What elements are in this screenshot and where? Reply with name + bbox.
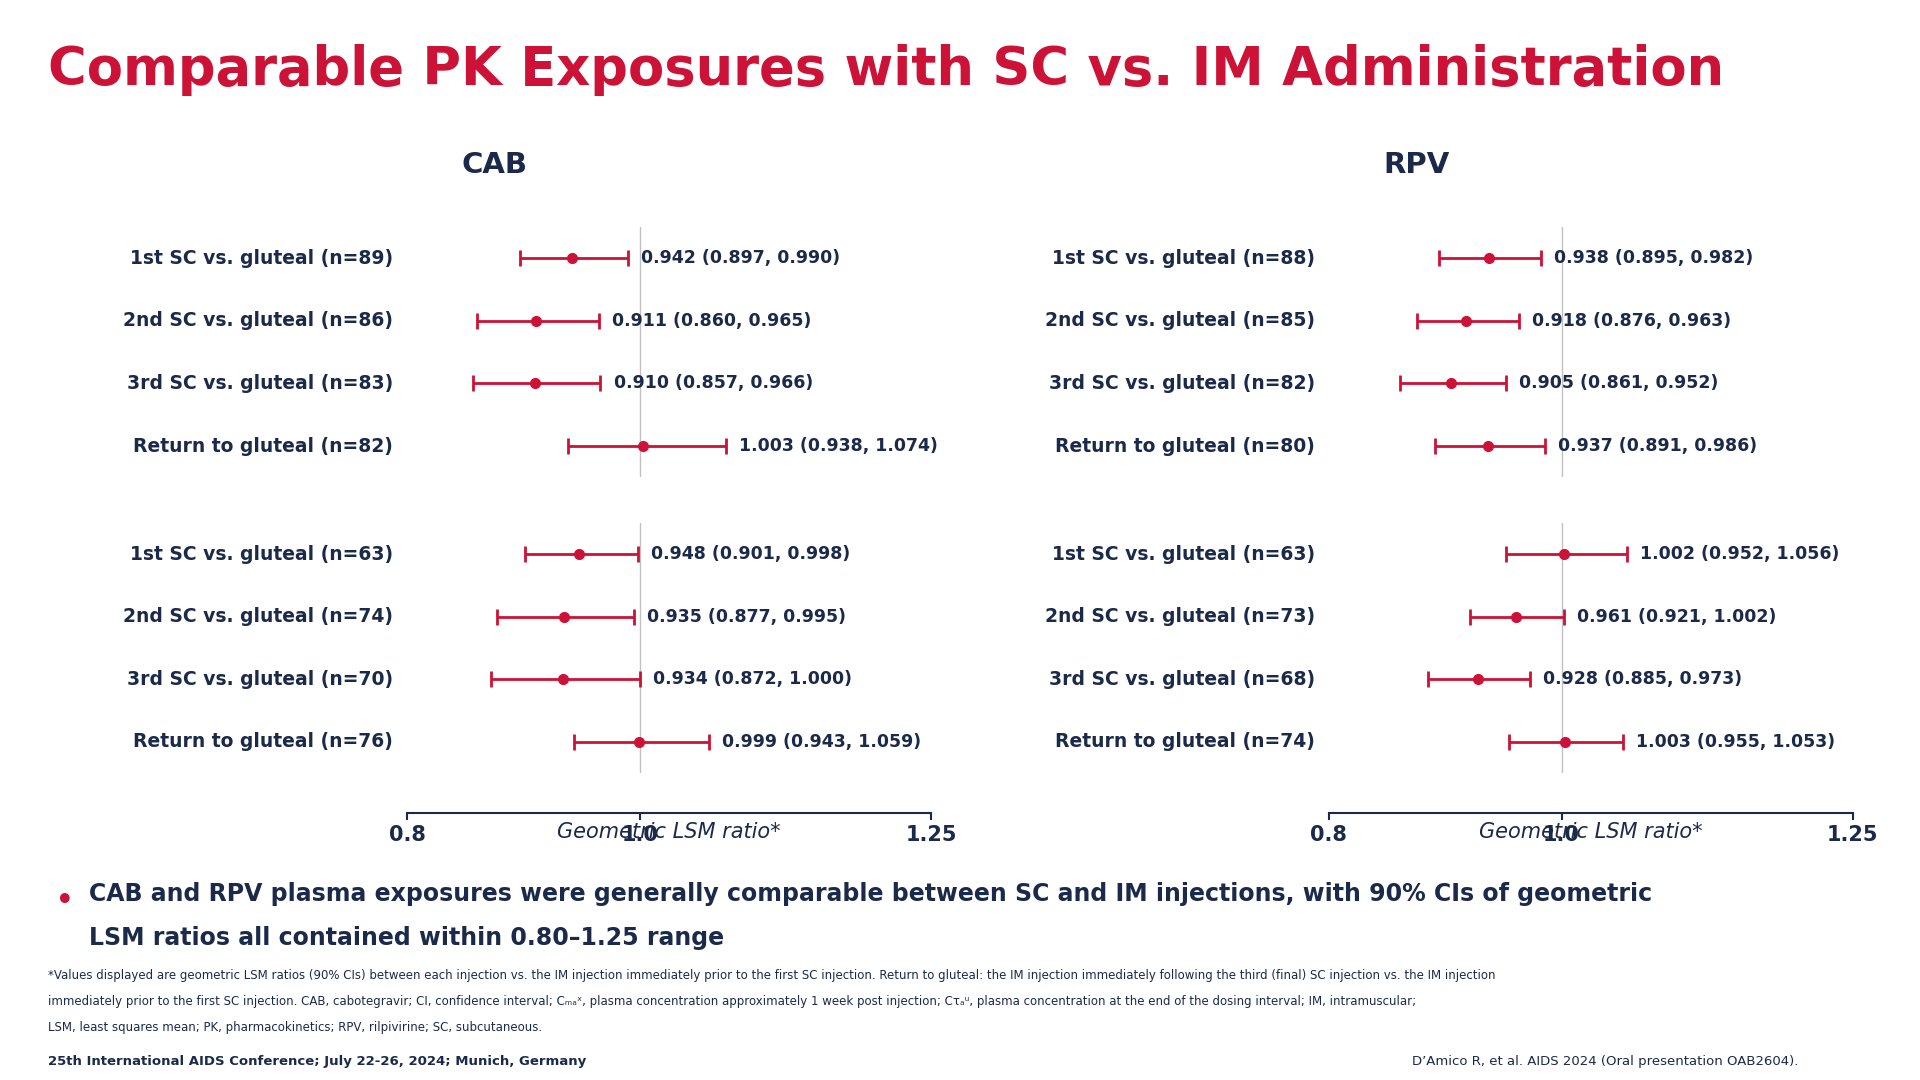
Text: 0.910 (0.857, 0.966): 0.910 (0.857, 0.966) — [614, 375, 812, 392]
Text: 2nd SC vs. gluteal (n=74): 2nd SC vs. gluteal (n=74) — [123, 607, 394, 626]
Text: 25th International AIDS Conference; July 22-26, 2024; Munich, Germany: 25th International AIDS Conference; July… — [48, 1055, 586, 1068]
Text: 1.003 (0.955, 1.053): 1.003 (0.955, 1.053) — [1636, 733, 1836, 751]
Text: 0.938 (0.895, 0.982): 0.938 (0.895, 0.982) — [1553, 249, 1753, 267]
Text: Return to gluteal (n=76): Return to gluteal (n=76) — [132, 732, 394, 752]
Text: CAB: CAB — [461, 151, 528, 179]
Text: $\mathbf{C}_{\mathbf{max}}$: $\mathbf{C}_{\mathbf{max}}$ — [465, 194, 524, 220]
Text: 1st SC vs. gluteal (n=63): 1st SC vs. gluteal (n=63) — [131, 544, 394, 564]
Text: 1.002 (0.952, 1.056): 1.002 (0.952, 1.056) — [1640, 545, 1839, 563]
Text: 1st SC vs. gluteal (n=89): 1st SC vs. gluteal (n=89) — [131, 248, 394, 268]
Text: $\mathbf{C}_{\mathbf{max}}$: $\mathbf{C}_{\mathbf{max}}$ — [1386, 194, 1446, 220]
Text: Return to gluteal (n=74): Return to gluteal (n=74) — [1054, 732, 1315, 752]
Text: 0.999 (0.943, 1.059): 0.999 (0.943, 1.059) — [722, 733, 922, 751]
Text: 3rd SC vs. gluteal (n=83): 3rd SC vs. gluteal (n=83) — [127, 374, 394, 393]
Text: LSM, least squares mean; PK, pharmacokinetics; RPV, rilpivirine; SC, subcutaneou: LSM, least squares mean; PK, pharmacokin… — [48, 1021, 541, 1034]
Text: 2nd SC vs. gluteal (n=73): 2nd SC vs. gluteal (n=73) — [1044, 607, 1315, 626]
Text: $\mathbf{C}_{\mathbf{tau}}$: $\mathbf{C}_{\mathbf{tau}}$ — [1392, 490, 1440, 516]
Text: $\mathbf{C}_{\mathbf{tau}}$: $\mathbf{C}_{\mathbf{tau}}$ — [470, 490, 518, 516]
Text: Return to gluteal (n=82): Return to gluteal (n=82) — [132, 436, 394, 456]
Text: *Values displayed are geometric LSM ratios (90% CIs) between each injection vs. : *Values displayed are geometric LSM rati… — [48, 969, 1496, 982]
Text: CAB and RPV plasma exposures were generally comparable between SC and IM injecti: CAB and RPV plasma exposures were genera… — [88, 882, 1651, 906]
Text: 1st SC vs. gluteal (n=63): 1st SC vs. gluteal (n=63) — [1052, 544, 1315, 564]
Text: 2nd SC vs. gluteal (n=85): 2nd SC vs. gluteal (n=85) — [1044, 311, 1315, 330]
Text: 2nd SC vs. gluteal (n=86): 2nd SC vs. gluteal (n=86) — [123, 311, 394, 330]
Text: RPV: RPV — [1382, 151, 1450, 179]
Text: 8: 8 — [1862, 1044, 1878, 1064]
Text: 0.942 (0.897, 0.990): 0.942 (0.897, 0.990) — [641, 249, 841, 267]
Text: Geometric LSM ratio*: Geometric LSM ratio* — [557, 822, 781, 841]
Text: immediately prior to the first SC injection. CAB, cabotegravir; CI, confidence i: immediately prior to the first SC inject… — [48, 995, 1417, 1008]
Text: 0.937 (0.891, 0.986): 0.937 (0.891, 0.986) — [1559, 437, 1757, 455]
Text: Geometric LSM ratio*: Geometric LSM ratio* — [1478, 822, 1703, 841]
Text: Return to gluteal (n=80): Return to gluteal (n=80) — [1054, 436, 1315, 456]
Text: 3rd SC vs. gluteal (n=82): 3rd SC vs. gluteal (n=82) — [1048, 374, 1315, 393]
Text: Comparable PK Exposures with SC vs. IM Administration: Comparable PK Exposures with SC vs. IM A… — [48, 43, 1724, 96]
Text: 1st SC vs. gluteal (n=88): 1st SC vs. gluteal (n=88) — [1052, 248, 1315, 268]
Text: D’Amico R, et al. AIDS 2024 (Oral presentation OAB2604).: D’Amico R, et al. AIDS 2024 (Oral presen… — [1411, 1055, 1799, 1068]
Text: 0.961 (0.921, 1.002): 0.961 (0.921, 1.002) — [1576, 608, 1776, 625]
Text: 0.928 (0.885, 0.973): 0.928 (0.885, 0.973) — [1544, 671, 1741, 688]
Text: •: • — [56, 885, 75, 918]
Text: 0.934 (0.872, 1.000): 0.934 (0.872, 1.000) — [653, 671, 852, 688]
Text: 0.905 (0.861, 0.952): 0.905 (0.861, 0.952) — [1519, 375, 1718, 392]
Text: 0.911 (0.860, 0.965): 0.911 (0.860, 0.965) — [612, 312, 812, 329]
Text: 0.918 (0.876, 0.963): 0.918 (0.876, 0.963) — [1532, 312, 1730, 329]
Text: LSM ratios all contained within 0.80–1.25 range: LSM ratios all contained within 0.80–1.2… — [88, 926, 724, 950]
Text: 3rd SC vs. gluteal (n=68): 3rd SC vs. gluteal (n=68) — [1048, 670, 1315, 689]
Text: 0.948 (0.901, 0.998): 0.948 (0.901, 0.998) — [651, 545, 851, 563]
Text: 0.935 (0.877, 0.995): 0.935 (0.877, 0.995) — [647, 608, 847, 625]
Text: 1.003 (0.938, 1.074): 1.003 (0.938, 1.074) — [739, 437, 939, 455]
Text: 3rd SC vs. gluteal (n=70): 3rd SC vs. gluteal (n=70) — [127, 670, 394, 689]
